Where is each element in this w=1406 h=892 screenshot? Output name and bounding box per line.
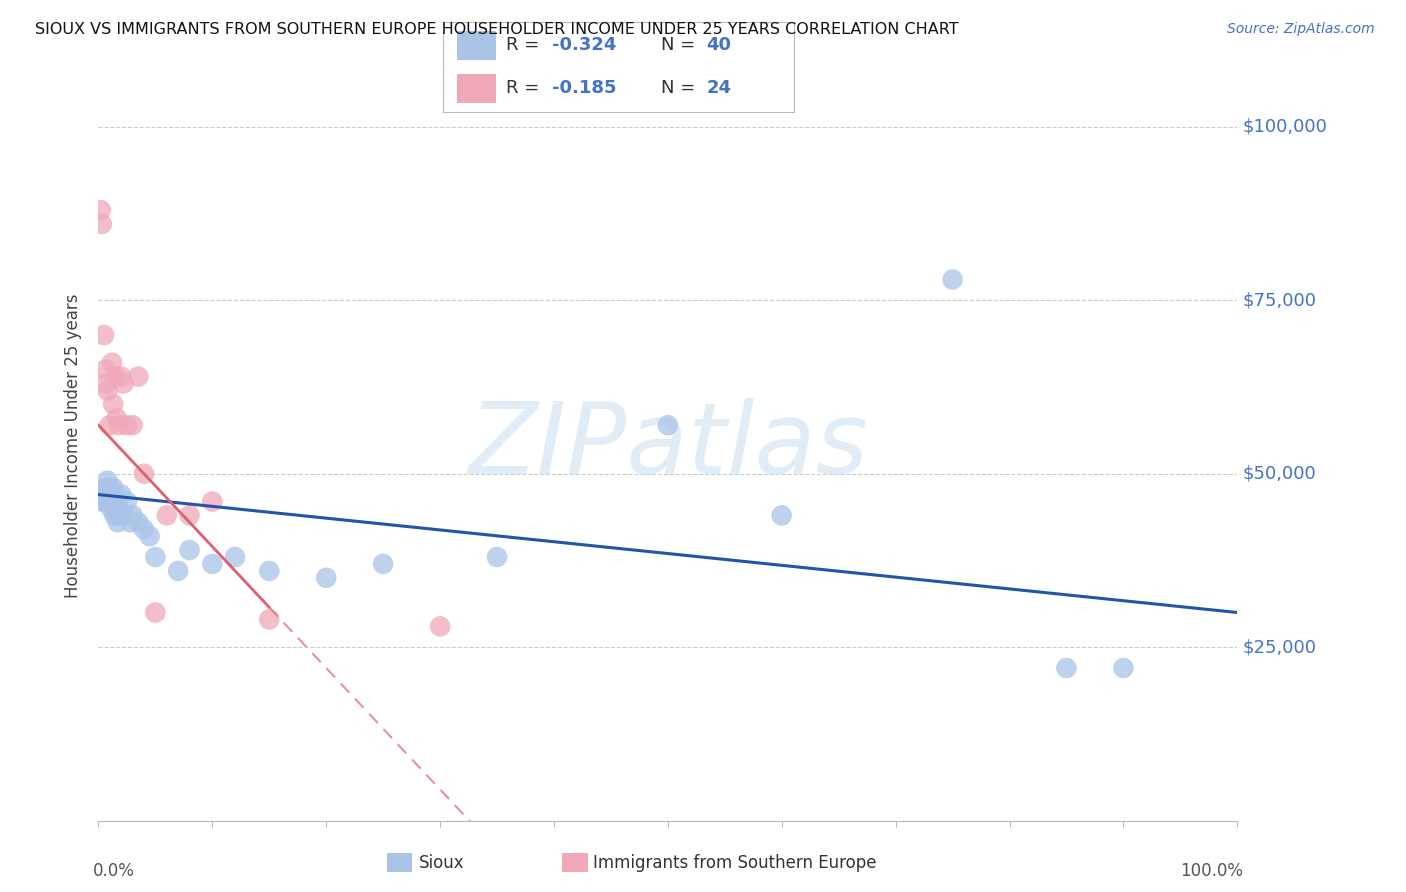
Point xyxy=(107,516,129,530)
Point xyxy=(93,494,115,508)
Point xyxy=(138,529,160,543)
Text: ZIPatlas: ZIPatlas xyxy=(468,398,868,494)
Point xyxy=(104,487,127,501)
Text: Sioux: Sioux xyxy=(419,854,464,871)
Text: 40: 40 xyxy=(706,37,731,54)
Bar xyxy=(457,31,495,60)
Point xyxy=(132,522,155,536)
Point xyxy=(224,549,246,564)
Text: Immigrants from Southern Europe: Immigrants from Southern Europe xyxy=(593,854,877,871)
Point xyxy=(201,557,224,571)
Point xyxy=(115,494,138,508)
Point xyxy=(120,516,142,530)
Text: -0.185: -0.185 xyxy=(551,79,616,97)
Point xyxy=(108,501,131,516)
Point xyxy=(167,564,190,578)
Point xyxy=(103,508,125,523)
Point xyxy=(101,356,124,370)
Point xyxy=(132,467,155,481)
Point xyxy=(105,508,128,523)
Point xyxy=(105,411,128,425)
Point xyxy=(94,481,117,495)
Point xyxy=(429,619,451,633)
Text: SIOUX VS IMMIGRANTS FROM SOUTHERN EUROPE HOUSEHOLDER INCOME UNDER 25 YEARS CORRE: SIOUX VS IMMIGRANTS FROM SOUTHERN EUROPE… xyxy=(35,22,959,37)
Point xyxy=(90,487,112,501)
Text: $75,000: $75,000 xyxy=(1243,292,1317,310)
Point xyxy=(108,418,131,433)
Point xyxy=(127,369,149,384)
Point xyxy=(98,418,121,433)
Point xyxy=(112,376,135,391)
Text: $100,000: $100,000 xyxy=(1243,118,1327,136)
Point xyxy=(91,484,114,499)
Point xyxy=(96,474,118,488)
Point xyxy=(108,508,131,523)
Point xyxy=(93,328,115,343)
Point xyxy=(127,516,149,530)
Point xyxy=(1054,661,1078,675)
Point xyxy=(121,418,143,433)
Point xyxy=(371,557,394,571)
Point xyxy=(96,384,118,398)
Y-axis label: Householder Income Under 25 years: Householder Income Under 25 years xyxy=(65,293,83,599)
Point xyxy=(100,501,122,516)
Point xyxy=(101,491,124,505)
Point xyxy=(115,418,138,433)
Point xyxy=(104,369,127,384)
Point xyxy=(121,508,143,523)
Point xyxy=(94,362,117,376)
Point xyxy=(103,397,125,411)
Text: $50,000: $50,000 xyxy=(1243,465,1317,483)
Point xyxy=(110,487,132,501)
Point xyxy=(90,494,112,508)
Point xyxy=(770,508,793,523)
Point xyxy=(145,606,167,620)
Point xyxy=(942,272,965,286)
Point xyxy=(259,612,281,626)
Point xyxy=(657,418,679,433)
Text: R =: R = xyxy=(506,37,546,54)
Point xyxy=(315,571,337,585)
Bar xyxy=(457,74,495,103)
Point xyxy=(90,203,112,218)
Point xyxy=(96,376,118,391)
Point xyxy=(103,481,125,495)
Point xyxy=(90,217,112,231)
Point xyxy=(112,508,135,523)
Point xyxy=(486,549,509,564)
Point xyxy=(96,487,118,501)
Text: $25,000: $25,000 xyxy=(1243,638,1317,657)
Point xyxy=(179,543,201,558)
Point xyxy=(259,564,281,578)
Point xyxy=(201,494,224,508)
Text: 24: 24 xyxy=(706,79,731,97)
Point xyxy=(97,481,120,495)
Text: Source: ZipAtlas.com: Source: ZipAtlas.com xyxy=(1227,22,1375,37)
Point xyxy=(179,508,201,523)
Point xyxy=(145,549,167,564)
Text: 0.0%: 0.0% xyxy=(93,862,135,880)
Point xyxy=(98,494,121,508)
Text: N =: N = xyxy=(661,79,700,97)
Text: 100.0%: 100.0% xyxy=(1180,862,1243,880)
Point xyxy=(110,369,132,384)
Text: -0.324: -0.324 xyxy=(551,37,616,54)
Text: R =: R = xyxy=(506,79,546,97)
Point xyxy=(1112,661,1135,675)
Point xyxy=(156,508,179,523)
Text: N =: N = xyxy=(661,37,700,54)
